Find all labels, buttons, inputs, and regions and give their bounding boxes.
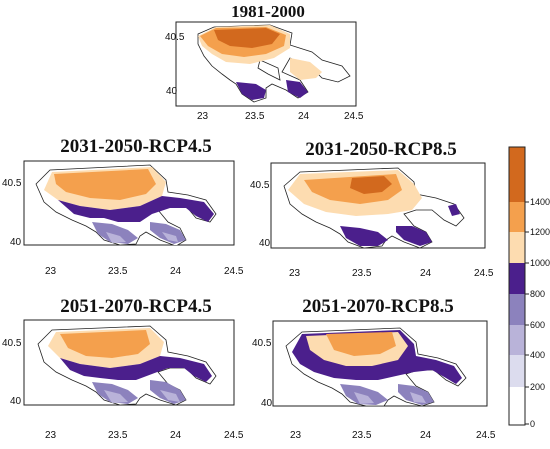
- colorbar-label-600: 600: [530, 320, 545, 330]
- y-tick-40-5: 40.5: [250, 180, 270, 191]
- region-800-1000: [340, 204, 460, 246]
- y-tick-40-5: 40.5: [2, 338, 22, 349]
- colorbar-label-1200: 1200: [530, 227, 550, 237]
- colorbar-bin-600-800: [509, 294, 525, 325]
- colorbar-bin-400-600: [509, 325, 525, 355]
- map-panel-2031-2050-rcp45: 40.5 40 23 23.5 24 24.5: [2, 160, 244, 277]
- y-tick-40-5: 40.5: [2, 178, 22, 189]
- x-tick-23-5: 23.5: [108, 430, 128, 441]
- region-over-1400: [214, 28, 280, 48]
- region-1200-1400: [326, 332, 396, 356]
- colorbar-bin-200-400: [509, 355, 525, 387]
- x-tick-23-5: 23.5: [352, 430, 372, 441]
- colorbar-bin-0-200: [509, 387, 525, 425]
- colorbar-bin-over-1400: [509, 147, 525, 202]
- x-tick-23-5: 23.5: [245, 111, 265, 122]
- region-1000-1200-east: [290, 58, 322, 80]
- x-tick-23: 23: [45, 266, 57, 277]
- panel-title-1981-2000: 1981-2000: [231, 2, 305, 21]
- colorbar-ticks: [525, 201, 529, 425]
- x-tick-24: 24: [420, 268, 432, 279]
- colorbar-label-1000: 1000: [530, 258, 550, 268]
- y-tick-40: 40: [10, 237, 22, 248]
- colorbar-bin-1000-1200: [509, 232, 525, 263]
- region-400-600: [106, 232, 178, 243]
- panel-title-2051-2070-rcp85: 2051-2070-RCP8.5: [302, 296, 454, 317]
- map-panel-2031-2050-rcp85: 40.5 40 23 23.5 24 24.5: [250, 162, 494, 279]
- panel-title-2031-2050-rcp85: 2031-2050-RCP8.5: [305, 139, 457, 160]
- region-400-600: [104, 390, 180, 403]
- colorbar-label-1400: 1400: [530, 197, 550, 207]
- x-tick-24-5: 24.5: [476, 430, 496, 441]
- x-tick-24-5: 24.5: [224, 266, 244, 277]
- x-tick-24: 24: [420, 430, 432, 441]
- colorbar-legend: 1400 1200 1000 800 600 400 200 0: [508, 146, 550, 429]
- x-tick-23: 23: [289, 268, 301, 279]
- colorbar-label-400: 400: [530, 350, 545, 360]
- x-tick-24: 24: [170, 266, 182, 277]
- x-tick-24-5: 24.5: [474, 268, 494, 279]
- panel-title-2031-2050-rcp45: 2031-2050-RCP4.5: [60, 136, 212, 157]
- colorbar-label-0: 0: [530, 419, 535, 429]
- panel-title-2051-2070-rcp45: 2051-2070-RCP4.5: [60, 296, 212, 317]
- region-400-600: [354, 392, 426, 404]
- y-tick-40: 40: [261, 398, 273, 409]
- map-panel-2051-2070-rcp85: 40.5 40 23 23.5 24 24.5: [252, 320, 496, 441]
- y-tick-40-5: 40.5: [252, 338, 272, 349]
- region-1200-1400: [60, 330, 150, 358]
- x-tick-23-5: 23.5: [352, 268, 372, 279]
- x-tick-24-5: 24.5: [224, 430, 244, 441]
- x-tick-23-5: 23.5: [108, 266, 128, 277]
- colorbar-frame: [508, 146, 526, 426]
- colorbar-bin-800-1000: [509, 263, 525, 294]
- x-tick-23: 23: [45, 430, 57, 441]
- colorbar-label-200: 200: [530, 382, 545, 392]
- y-tick-40: 40: [10, 396, 22, 407]
- y-tick-40-5: 40.5: [165, 32, 185, 43]
- x-tick-24-5: 24.5: [344, 111, 364, 122]
- region-1200-1400: [54, 169, 156, 200]
- x-tick-24: 24: [298, 111, 310, 122]
- region-800-1000: [58, 196, 214, 222]
- region-800-1000: [60, 356, 212, 382]
- colorbar-label-800: 800: [530, 289, 545, 299]
- x-tick-23: 23: [197, 111, 209, 122]
- colorbar-bin-1200-1400: [509, 202, 525, 232]
- y-tick-40: 40: [259, 238, 271, 249]
- region-over-1400: [350, 176, 392, 194]
- map-panel-1981-2000: 40.5 40 23 23.5 24 24.5: [165, 21, 364, 122]
- map-panel-2051-2070-rcp45: 40.5 40 23 23.5 24 24.5: [2, 319, 244, 441]
- y-tick-40: 40: [166, 86, 178, 97]
- x-tick-24: 24: [170, 430, 182, 441]
- region-800-1000: [236, 80, 308, 100]
- x-tick-23: 23: [290, 430, 302, 441]
